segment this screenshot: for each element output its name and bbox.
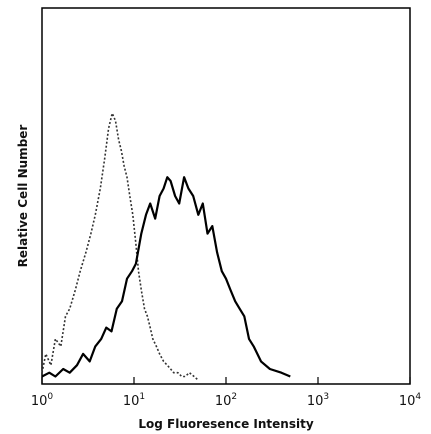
x-tick-label: 101 <box>123 392 145 409</box>
x-tick-exponent: 1 <box>139 392 145 402</box>
x-tick-label: 103 <box>307 392 329 409</box>
plot-frame <box>41 7 411 385</box>
x-tick-exponent: 2 <box>231 392 237 402</box>
x-tick-base: 10 <box>307 394 324 409</box>
x-tick-exponent: 0 <box>47 392 53 402</box>
series-layer <box>41 112 291 381</box>
x-tick-exponent: 4 <box>415 392 421 402</box>
x-axis-label: Log Fluoresence Intensity <box>138 417 313 431</box>
x-tick-base: 10 <box>215 394 232 409</box>
x-axis: 100 101 102 103 104 <box>31 377 422 409</box>
x-tick-base: 10 <box>123 394 140 409</box>
y-axis-label: Relative Cell Number <box>16 125 30 268</box>
x-tick-base: 10 <box>31 394 48 409</box>
x-tick-label: 102 <box>215 392 237 409</box>
x-tick-label: 104 <box>399 392 422 409</box>
dotted-histogram-line <box>41 112 199 381</box>
x-tick-label: 100 <box>31 392 54 409</box>
x-tick-base: 10 <box>399 394 416 409</box>
x-tick-exponent: 3 <box>323 392 329 402</box>
solid-histogram-line <box>41 176 291 378</box>
